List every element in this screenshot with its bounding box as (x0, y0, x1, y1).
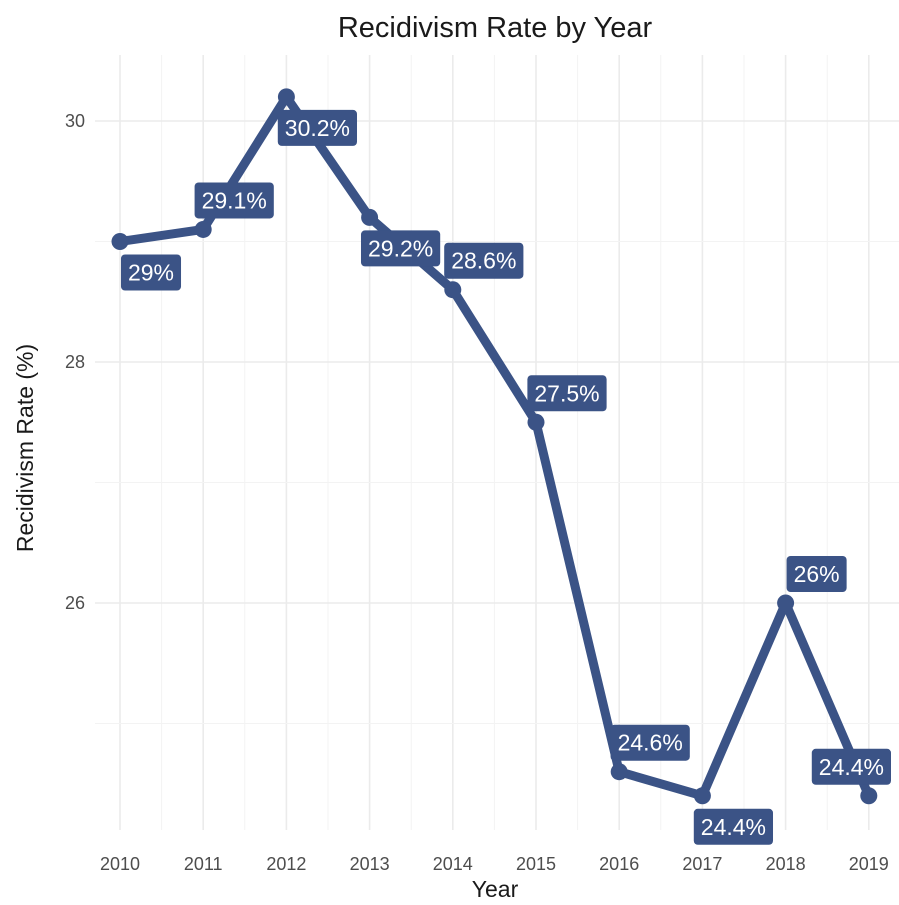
data-label-text: 30.2% (285, 115, 350, 141)
y-tick-label: 28 (65, 352, 85, 372)
grid-lines (95, 55, 899, 830)
data-label-box (811, 748, 891, 785)
x-tick-label: 2013 (350, 854, 390, 874)
y-tick-label: 30 (65, 111, 85, 131)
data-label-text: 24.4% (701, 814, 766, 840)
data-point (277, 88, 295, 106)
data-label: 24.6% (610, 724, 690, 761)
x-tick-label: 2019 (849, 854, 889, 874)
data-label: 24.4% (811, 748, 891, 785)
data-point (610, 763, 628, 781)
data-label: 27.5% (527, 375, 607, 412)
data-label-box (527, 375, 607, 412)
data-point (444, 281, 462, 299)
data-label-text: 29.2% (368, 235, 433, 261)
data-point (361, 208, 379, 226)
data-label: 26% (786, 556, 847, 592)
data-label: 29.2% (360, 230, 441, 267)
data-label-box (786, 556, 847, 592)
data-points-layer (111, 88, 878, 805)
data-label-box (693, 808, 774, 845)
data-labels-layer: 29% 29.1% 30.2% 29.2% 28.6% 27.5% 24.6% 24.4% 26… (120, 109, 891, 845)
data-point (860, 787, 878, 805)
x-axis-title: Year (472, 876, 519, 902)
data-label-text: 28.6% (451, 248, 516, 274)
data-label: 24.4% (693, 808, 774, 845)
data-label-box (120, 254, 182, 291)
y-tick-label: 26 (65, 593, 85, 613)
x-tick-label: 2010 (100, 854, 140, 874)
data-point (111, 233, 129, 250)
series-line-layer (115, 92, 874, 801)
chart-title: Recidivism Rate by Year (338, 12, 653, 44)
x-tick-label: 2017 (682, 854, 722, 874)
data-label-text: 27.5% (534, 380, 599, 406)
data-point (194, 220, 212, 238)
data-label-text: 29% (128, 260, 174, 286)
data-label: 28.6% (444, 242, 524, 279)
data-label-text: 24.6% (618, 730, 683, 756)
data-point (693, 787, 711, 805)
data-label-text: 29.1% (202, 187, 267, 213)
data-label: 29% (120, 254, 182, 291)
data-label-box (610, 724, 690, 761)
data-label-box (277, 109, 358, 146)
data-label-text: 24.4% (819, 754, 884, 780)
series-line (115, 92, 874, 801)
tick-labels-layer: 2010 2011 2012 2013 2014 2015 2016 2017 2018 2019… (65, 111, 889, 874)
data-label: 30.2% (277, 109, 358, 146)
x-tick-label: 2016 (599, 854, 639, 874)
data-label-text: 26% (794, 561, 840, 587)
x-tick-label: 2012 (266, 854, 306, 874)
x-tick-label: 2015 (516, 854, 556, 874)
data-label-box (360, 230, 441, 267)
data-point (777, 594, 795, 612)
data-label-box (194, 182, 274, 219)
data-label-box (444, 242, 524, 279)
x-tick-label: 2011 (184, 854, 223, 874)
data-label: 29.1% (194, 182, 274, 219)
x-tick-label: 2018 (766, 854, 806, 874)
x-tick-label: 2014 (433, 854, 473, 874)
y-axis-title: Recidivism Rate (%) (12, 344, 38, 552)
data-point (527, 413, 545, 431)
